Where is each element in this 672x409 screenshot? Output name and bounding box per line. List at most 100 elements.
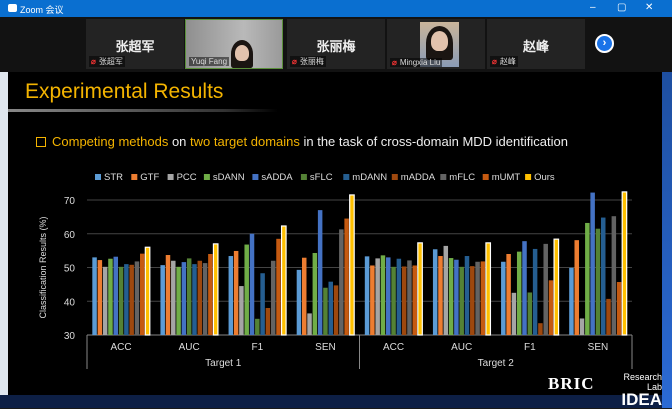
chevron-right-icon: › bbox=[602, 37, 607, 49]
bar-sFLC bbox=[323, 287, 328, 335]
title-divider bbox=[8, 109, 278, 112]
bar-mADDA bbox=[265, 308, 271, 335]
bar-GTF bbox=[165, 255, 171, 335]
category-label: SEN bbox=[588, 342, 609, 353]
bar-STR bbox=[92, 257, 97, 335]
bar-mFLC bbox=[134, 261, 140, 335]
y-tick-label: 30 bbox=[64, 331, 76, 342]
category-label: ACC bbox=[383, 342, 404, 353]
category-label: SEN bbox=[315, 342, 336, 353]
category-label: F1 bbox=[251, 342, 263, 353]
bar-mUMT bbox=[276, 238, 281, 335]
bar-mDANN bbox=[328, 281, 333, 335]
video-face bbox=[235, 45, 249, 61]
bar-sADDA bbox=[181, 262, 187, 335]
legend-swatch-mFLC bbox=[440, 174, 447, 180]
group-label: Target 2 bbox=[478, 358, 515, 369]
participant-name: Yuqi Fang bbox=[191, 57, 228, 66]
bullet-text: on bbox=[168, 134, 191, 149]
bar-mDANN bbox=[260, 273, 265, 335]
next-page-button[interactable]: › bbox=[595, 34, 614, 53]
participant-strip: 张超军 ⌀ 张超军 Yuqi Fang 张丽梅 ⌀ 张丽梅 ⌀ Mingxia Liu… bbox=[0, 17, 672, 72]
bar-sADDA bbox=[386, 257, 391, 335]
desktop-background bbox=[0, 72, 8, 395]
participant-display-name: 赵峰 bbox=[522, 39, 549, 54]
mic-muted-icon: ⌀ bbox=[292, 57, 297, 66]
legend-label-sADDA: sADDA bbox=[261, 172, 293, 183]
bar-mADDA bbox=[470, 266, 475, 335]
bar-PCC bbox=[511, 292, 517, 335]
desktop-background bbox=[662, 72, 672, 408]
bar-Ours bbox=[621, 191, 628, 336]
y-tick-label: 40 bbox=[64, 297, 76, 308]
bar-PCC bbox=[239, 286, 244, 335]
bar-sADDA bbox=[522, 241, 527, 335]
bar-mFLC bbox=[611, 216, 617, 335]
bar-mADDA bbox=[333, 285, 339, 335]
bar-Ours bbox=[144, 246, 151, 336]
participant-tile[interactable]: 赵峰 ⌀ 赵峰 bbox=[487, 19, 585, 69]
bar-sADDA bbox=[113, 256, 119, 335]
bar-mDANN bbox=[124, 264, 129, 335]
bar-PCC bbox=[102, 266, 108, 335]
bar-sDANN bbox=[585, 222, 590, 335]
mic-muted-icon: ⌀ bbox=[91, 57, 96, 66]
bar-PCC bbox=[579, 318, 585, 335]
bar-mADDA bbox=[401, 266, 407, 335]
bar-STR bbox=[432, 249, 438, 335]
bar-mFLC bbox=[339, 229, 344, 335]
bar-sFLC bbox=[527, 292, 533, 335]
category-label: AUC bbox=[179, 342, 200, 353]
close-button[interactable]: ✕ bbox=[645, 2, 654, 13]
bar-GTF bbox=[506, 254, 511, 335]
bar-GTF bbox=[370, 265, 375, 335]
bar-PCC bbox=[307, 313, 312, 335]
bar-sFLC bbox=[255, 318, 260, 335]
participant-name: 赵峰 bbox=[499, 57, 516, 66]
bar-PCC bbox=[171, 260, 176, 335]
legend-label-mDANN: mDANN bbox=[352, 172, 387, 183]
legend-label-sFLC: sFLC bbox=[310, 172, 333, 183]
desktop-taskbar bbox=[0, 395, 662, 408]
maximize-button[interactable]: ▢ bbox=[617, 2, 627, 13]
bullet-text: in the task of cross-domain MDD identifi… bbox=[299, 134, 568, 149]
participant-tile[interactable]: 张丽梅 ⌀ 张丽梅 bbox=[287, 19, 385, 69]
legend-label-STR: STR bbox=[104, 172, 123, 183]
bar-mFLC bbox=[202, 263, 208, 335]
zoom-logo-icon bbox=[8, 4, 17, 12]
legend-label-sDANN: sDANN bbox=[213, 172, 245, 183]
bar-sDANN bbox=[108, 258, 113, 335]
participant-display-name: 张丽梅 bbox=[316, 39, 356, 54]
shared-slide: Experimental Results Competing methods o… bbox=[8, 72, 662, 408]
bar-mUMT bbox=[480, 261, 486, 335]
bar-mDANN bbox=[192, 264, 197, 335]
bar-Ours bbox=[553, 238, 560, 336]
bar-GTF bbox=[574, 240, 579, 335]
bar-mADDA bbox=[538, 323, 543, 335]
bar-mFLC bbox=[475, 261, 480, 335]
legend-label-Ours: Ours bbox=[534, 172, 555, 183]
participant-tile-video[interactable]: Yuqi Fang bbox=[185, 19, 283, 69]
bar-GTF bbox=[301, 257, 307, 335]
bar-mFLC bbox=[543, 243, 548, 335]
bar-mUMT bbox=[140, 253, 145, 335]
bar-mDANN bbox=[396, 258, 402, 335]
window-titlebar: Zoom 会议 – ▢ ✕ bbox=[0, 0, 672, 17]
minimize-button[interactable]: – bbox=[590, 2, 596, 13]
legend-swatch-mDANN bbox=[343, 174, 350, 180]
participant-tile-video[interactable]: ⌀ Mingxia Liu bbox=[387, 19, 485, 69]
bar-mFLC bbox=[270, 260, 276, 335]
idea-lab-logo: Research Lab IDEA bbox=[621, 372, 662, 409]
bar-STR bbox=[569, 267, 574, 335]
bar-sADDA bbox=[590, 192, 595, 335]
participant-tile[interactable]: 张超军 ⌀ 张超军 bbox=[86, 19, 184, 69]
bar-PCC bbox=[443, 245, 449, 335]
bar-sDANN bbox=[176, 266, 181, 335]
legend-swatch-Ours bbox=[525, 174, 532, 180]
bar-Ours bbox=[280, 225, 287, 336]
bar-sFLC bbox=[459, 266, 464, 335]
bar-PCC bbox=[375, 258, 380, 335]
bar-sADDA bbox=[249, 233, 255, 335]
bar-GTF bbox=[97, 260, 103, 335]
legend-label-PCC: PCC bbox=[177, 172, 197, 183]
